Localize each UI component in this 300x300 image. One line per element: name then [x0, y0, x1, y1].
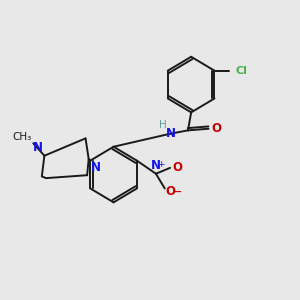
- Text: H: H: [159, 120, 167, 130]
- Text: O: O: [211, 122, 221, 135]
- Text: N: N: [33, 141, 43, 154]
- Text: −: −: [173, 187, 182, 197]
- Text: N: N: [91, 160, 100, 174]
- Text: O: O: [165, 184, 176, 198]
- Text: CH₃: CH₃: [13, 132, 32, 142]
- Text: O: O: [173, 161, 183, 174]
- Text: N: N: [151, 159, 161, 172]
- Text: Cl: Cl: [235, 66, 247, 76]
- Text: +: +: [158, 160, 165, 169]
- Text: N: N: [166, 127, 176, 140]
